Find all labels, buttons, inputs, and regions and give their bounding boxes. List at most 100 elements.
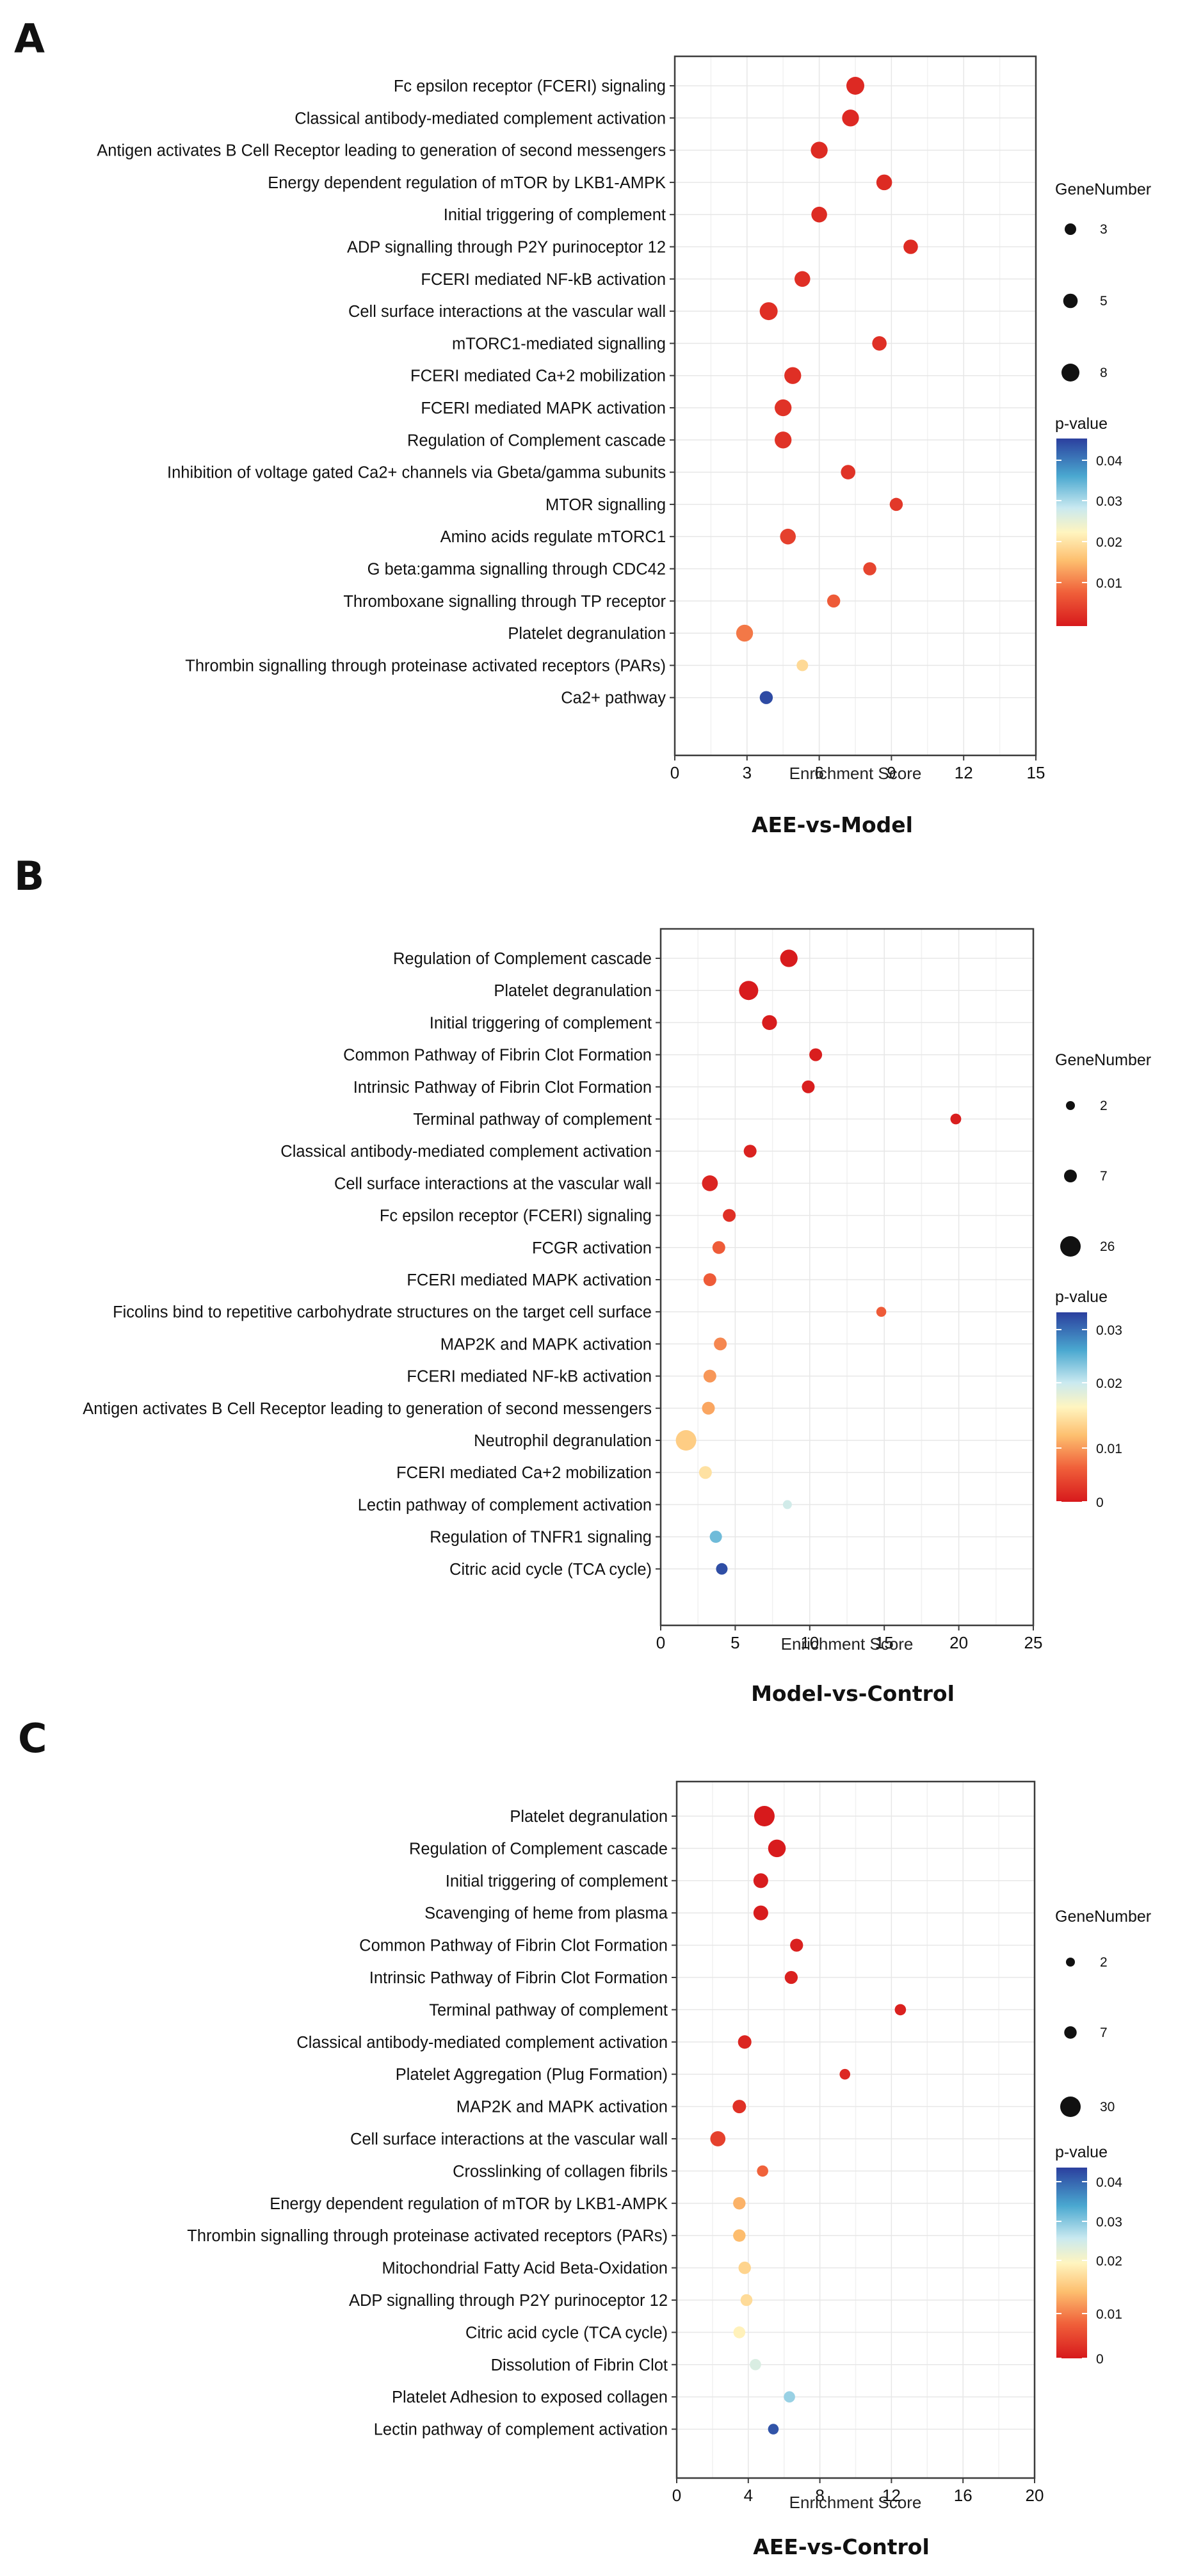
- category-label: Crosslinking of collagen fibrils: [453, 2162, 668, 2180]
- category-label: Regulation of Complement cascade: [407, 431, 666, 449]
- x-tick-label: 8: [815, 2486, 824, 2505]
- size-legend-label: 8: [1100, 366, 1108, 380]
- data-point: [842, 109, 859, 127]
- data-point: [716, 1563, 728, 1575]
- color-legend-title: p-value: [1055, 2143, 1108, 2161]
- data-point: [784, 367, 802, 384]
- data-point: [738, 2261, 751, 2274]
- category-label: Initial triggering of complement: [446, 1872, 668, 1890]
- size-legend-title: GeneNumber: [1055, 181, 1151, 198]
- category-label: Classical antibody-mediated complement a…: [280, 1143, 652, 1161]
- data-point: [675, 1430, 697, 1451]
- category-label: Initial triggering of complement: [430, 1014, 652, 1032]
- x-tick-label: 25: [1024, 1633, 1043, 1652]
- color-legend-label: 0.02: [1096, 2254, 1122, 2269]
- data-point: [709, 1531, 722, 1543]
- category-label: Cell surface interactions at the vascula…: [334, 1175, 652, 1193]
- x-axis-ticks: 0 5 10 15 20 25: [656, 1625, 1043, 1652]
- x-tick-label: 12: [882, 2486, 901, 2505]
- category-label: MAP2K and MAPK activation: [440, 1335, 652, 1353]
- data-point: [784, 1970, 798, 1984]
- category-label: Lectin pathway of complement activation: [358, 1496, 652, 1514]
- data-point: [811, 141, 828, 159]
- x-tick-label: 20: [1026, 2486, 1044, 2505]
- color-legend-label: 0.01: [1096, 2307, 1122, 2322]
- category-label: Citric acid cycle (TCA cycle): [465, 2324, 668, 2342]
- category-labels: Platelet degranulation Regulation of Comp…: [187, 1808, 677, 2439]
- x-tick-label: 15: [875, 1633, 894, 1652]
- category-label: Ca2+ pathway: [561, 689, 666, 707]
- data-point: [762, 1015, 777, 1031]
- category-label: FCERI mediated MAPK activation: [407, 1271, 652, 1289]
- category-label: Platelet degranulation: [508, 625, 666, 643]
- points: [736, 77, 918, 704]
- chart-title: AEE-vs-Control: [753, 2534, 930, 2559]
- category-label: Classical antibody-mediated complement a…: [296, 2034, 668, 2052]
- data-point: [710, 2131, 726, 2146]
- x-tick-label: 0: [672, 2486, 681, 2505]
- color-legend-label: 0.02: [1096, 1376, 1122, 1391]
- category-label: Cell surface interactions at the vascula…: [350, 2130, 668, 2148]
- category-label: Lectin pathway of complement activation: [374, 2421, 668, 2439]
- size-legend-label: 2: [1100, 1955, 1108, 1970]
- data-point: [889, 497, 903, 511]
- data-point: [872, 336, 887, 351]
- x-tick-label: 12: [955, 763, 973, 782]
- x-axis-title: Enrichment Score: [789, 764, 922, 783]
- category-label: Amino acids regulate mTORC1: [440, 528, 666, 546]
- data-point: [732, 2100, 746, 2114]
- category-label: MTOR signalling: [545, 496, 666, 514]
- category-label: Ficolins bind to repetitive carbohydrate…: [113, 1303, 652, 1321]
- category-label: Citric acid cycle (TCA cycle): [449, 1561, 652, 1579]
- category-label: FCERI mediated NF-kB activation: [407, 1368, 652, 1386]
- category-label: Regulation of Complement cascade: [393, 950, 652, 968]
- data-point: [743, 1145, 757, 1158]
- size-legend-label: 26: [1100, 1239, 1115, 1254]
- data-point: [782, 1500, 792, 1509]
- data-point: [740, 2294, 753, 2306]
- color-legend: p-value 0.03 0.02 0.01 0: [1055, 1288, 1122, 1510]
- chart-title: Model-vs-Control: [751, 1681, 955, 1706]
- data-point: [768, 2424, 779, 2435]
- category-label: Terminal pathway of complement: [413, 1111, 652, 1129]
- data-point: [753, 1905, 768, 1920]
- color-legend-label: 0: [1096, 2352, 1104, 2367]
- x-axis-title: Enrichment Score: [789, 2493, 922, 2512]
- points: [675, 949, 962, 1575]
- category-label: Regulation of Complement cascade: [409, 1840, 668, 1858]
- category-label: Cell surface interactions at the vascula…: [348, 303, 666, 321]
- x-tick-label: 10: [800, 1633, 819, 1652]
- color-bar: [1056, 2168, 1087, 2358]
- data-point: [768, 1839, 786, 1858]
- data-point: [698, 1466, 712, 1479]
- color-legend-label: 0.04: [1096, 2175, 1122, 2190]
- data-point: [894, 2004, 907, 2016]
- color-bar: [1056, 439, 1087, 626]
- size-legend-label: 2: [1100, 1099, 1108, 1113]
- category-label: ADP signalling through P2Y purinoceptor …: [347, 239, 666, 257]
- category-label: G beta:gamma signalling through CDC42: [367, 561, 666, 579]
- size-legend: GeneNumber 2 7 26: [1055, 1051, 1151, 1257]
- x-axis-ticks: 0 3 6 9 12 15: [670, 755, 1045, 782]
- category-label: Thrombin signalling through proteinase a…: [185, 657, 666, 675]
- data-point: [809, 1048, 823, 1061]
- color-legend-title: p-value: [1055, 1288, 1108, 1306]
- size-legend-dot: [1066, 1101, 1075, 1110]
- color-legend-label: 0: [1096, 1495, 1104, 1510]
- panel-label: A: [14, 15, 45, 62]
- category-label: Antigen activates B Cell Receptor leadin…: [83, 1400, 652, 1418]
- category-label: Regulation of TNFR1 signaling: [430, 1529, 652, 1547]
- color-legend-title: p-value: [1055, 415, 1108, 433]
- size-legend-dot: [1061, 364, 1079, 382]
- data-point: [703, 1273, 716, 1287]
- size-legend-label: 7: [1100, 2025, 1108, 2040]
- data-point: [839, 2068, 851, 2080]
- data-point: [802, 1080, 815, 1093]
- color-legend-label: 0.03: [1096, 1323, 1122, 1338]
- data-point: [841, 465, 856, 479]
- size-legend-label: 5: [1100, 294, 1108, 309]
- plot-frame: [674, 55, 1037, 757]
- data-point: [739, 981, 759, 1001]
- category-label: Classical antibody-mediated complement a…: [294, 109, 666, 127]
